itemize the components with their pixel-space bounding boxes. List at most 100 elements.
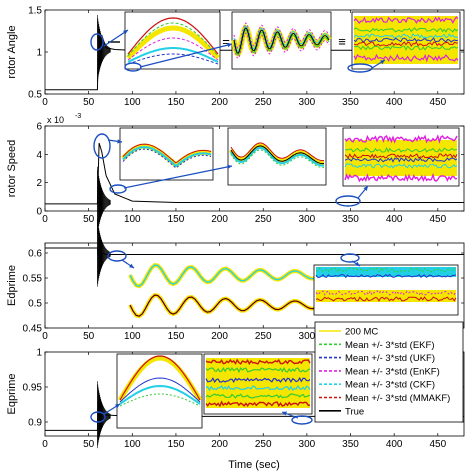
y-axis-label: rotor Speed	[6, 140, 18, 197]
zoom-arrow-head	[380, 60, 385, 65]
band-ekf	[230, 149, 325, 169]
equiv-symbol: ≡	[338, 34, 346, 49]
legend-label: Mean +/- 3*std (EnKF)	[345, 366, 440, 377]
zoom-arrow-head	[123, 30, 128, 35]
zoom-arrow	[139, 43, 233, 68]
zoom-arrow-head	[129, 263, 134, 268]
band-ukf	[127, 53, 219, 65]
x-tick-label: 300	[299, 97, 316, 108]
band-ckf	[205, 384, 311, 392]
y-tick-label: 6	[36, 122, 42, 133]
x-tick-label: 100	[124, 439, 141, 450]
inset-4b	[203, 353, 313, 415]
transient-burst	[97, 218, 111, 287]
legend-box	[314, 321, 464, 423]
x-tick-label: 300	[299, 439, 316, 450]
band-mc	[126, 25, 220, 60]
band-enkf-up	[353, 16, 459, 24]
x-tick-label: 200	[211, 97, 228, 108]
inset-frame	[116, 353, 203, 429]
band-ckf	[316, 267, 456, 277]
band-true	[233, 27, 330, 54]
x-tick-label: 200	[211, 331, 228, 342]
band-ukf	[315, 273, 457, 279]
band-ekf-low	[205, 393, 311, 399]
band-ekf	[315, 267, 457, 273]
legend-label: Mean +/- 3*std (MMAKF)	[345, 393, 450, 404]
band-enkf	[315, 289, 457, 296]
band-true	[230, 145, 325, 165]
x-tick-label: 350	[342, 439, 359, 450]
zoom-arrow-head	[117, 139, 122, 144]
band-mmakf	[127, 17, 219, 55]
band-ekf	[127, 22, 219, 57]
band-ekf	[119, 393, 201, 407]
y-tick-label: 0.95	[23, 383, 43, 394]
transient-burst	[97, 166, 111, 235]
y-tick-label: 0.5	[28, 299, 42, 310]
x-tick-label: 250	[255, 97, 272, 108]
x-tick-label: 250	[255, 214, 272, 225]
zoom-arrow-head	[355, 261, 360, 266]
x-tick-label: 400	[386, 97, 403, 108]
x-tick-label: 150	[168, 214, 185, 225]
y-tick-label: 0.55	[23, 274, 43, 285]
y-axis-label: rotor Angle	[6, 25, 18, 78]
x-tick-label: 450	[429, 97, 446, 108]
x-tick-label: 0	[42, 331, 48, 342]
band-mmakf-up	[205, 358, 311, 366]
band-ckf	[122, 146, 212, 167]
legend-label: True	[345, 406, 364, 417]
zoom-arrow-head	[227, 42, 232, 48]
y-tick-label: 1	[36, 48, 42, 59]
inset-1c	[351, 11, 461, 70]
y-tick-label: 1.5	[28, 6, 42, 17]
x-tick-label: 250	[255, 439, 272, 450]
inset-2b	[227, 127, 327, 186]
band-mc	[316, 290, 456, 302]
zoom-arrow	[123, 165, 233, 189]
band-ekf	[344, 146, 458, 154]
band-mmakf	[315, 296, 457, 302]
x-axis-label: Time (sec)	[228, 459, 280, 471]
y-axis-label: Edprime	[6, 265, 18, 306]
y-axis-label: Eqprime	[6, 374, 18, 415]
x-tick-label: 0	[42, 439, 48, 450]
exponent-power: -3	[75, 113, 81, 120]
band-enkf-low	[353, 53, 459, 63]
y-tick-label: 0.9	[28, 418, 42, 429]
x-tick-label: 0	[42, 214, 48, 225]
band-mmakf	[122, 143, 212, 164]
y-tick-label: 4	[36, 150, 42, 161]
band-enkf-low	[233, 32, 330, 59]
band-mmakf	[344, 153, 458, 159]
legend: 200 MC Mean +/- 3*std (EKF) Mean +/- 3*std…	[314, 321, 464, 423]
band-mc	[206, 358, 310, 408]
inset-frame	[124, 11, 221, 70]
x-tick-label: 450	[429, 214, 446, 225]
x-tick-label: 100	[124, 331, 141, 342]
band-ckf	[353, 33, 459, 39]
y-tick-label: 0.6	[28, 249, 42, 260]
zoom-ellipse	[107, 250, 127, 262]
band-ukf	[353, 37, 459, 43]
x-tick-label: 400	[386, 439, 403, 450]
zoom-ellipse	[291, 415, 313, 425]
x-tick-label: 300	[299, 331, 316, 342]
band-ckf	[344, 163, 458, 169]
transient-burst	[97, 381, 111, 449]
zoom-ellipse	[90, 411, 106, 423]
x-tick-label: 50	[83, 97, 95, 108]
zoom-ellipse	[90, 33, 104, 51]
inset-4a	[116, 353, 203, 429]
x-tick-label: 300	[299, 214, 316, 225]
x-tick-label: 200	[211, 214, 228, 225]
band-ckf	[230, 146, 325, 167]
y-tick-label: 2	[36, 178, 42, 189]
x-tick-label: 450	[429, 439, 446, 450]
zoom-ellipse	[109, 184, 127, 194]
x-tick-label: 400	[386, 214, 403, 225]
band-mmakf	[230, 142, 325, 162]
legend-label: Mean +/- 3*std (EKF)	[345, 340, 435, 351]
band-mc	[354, 16, 458, 64]
